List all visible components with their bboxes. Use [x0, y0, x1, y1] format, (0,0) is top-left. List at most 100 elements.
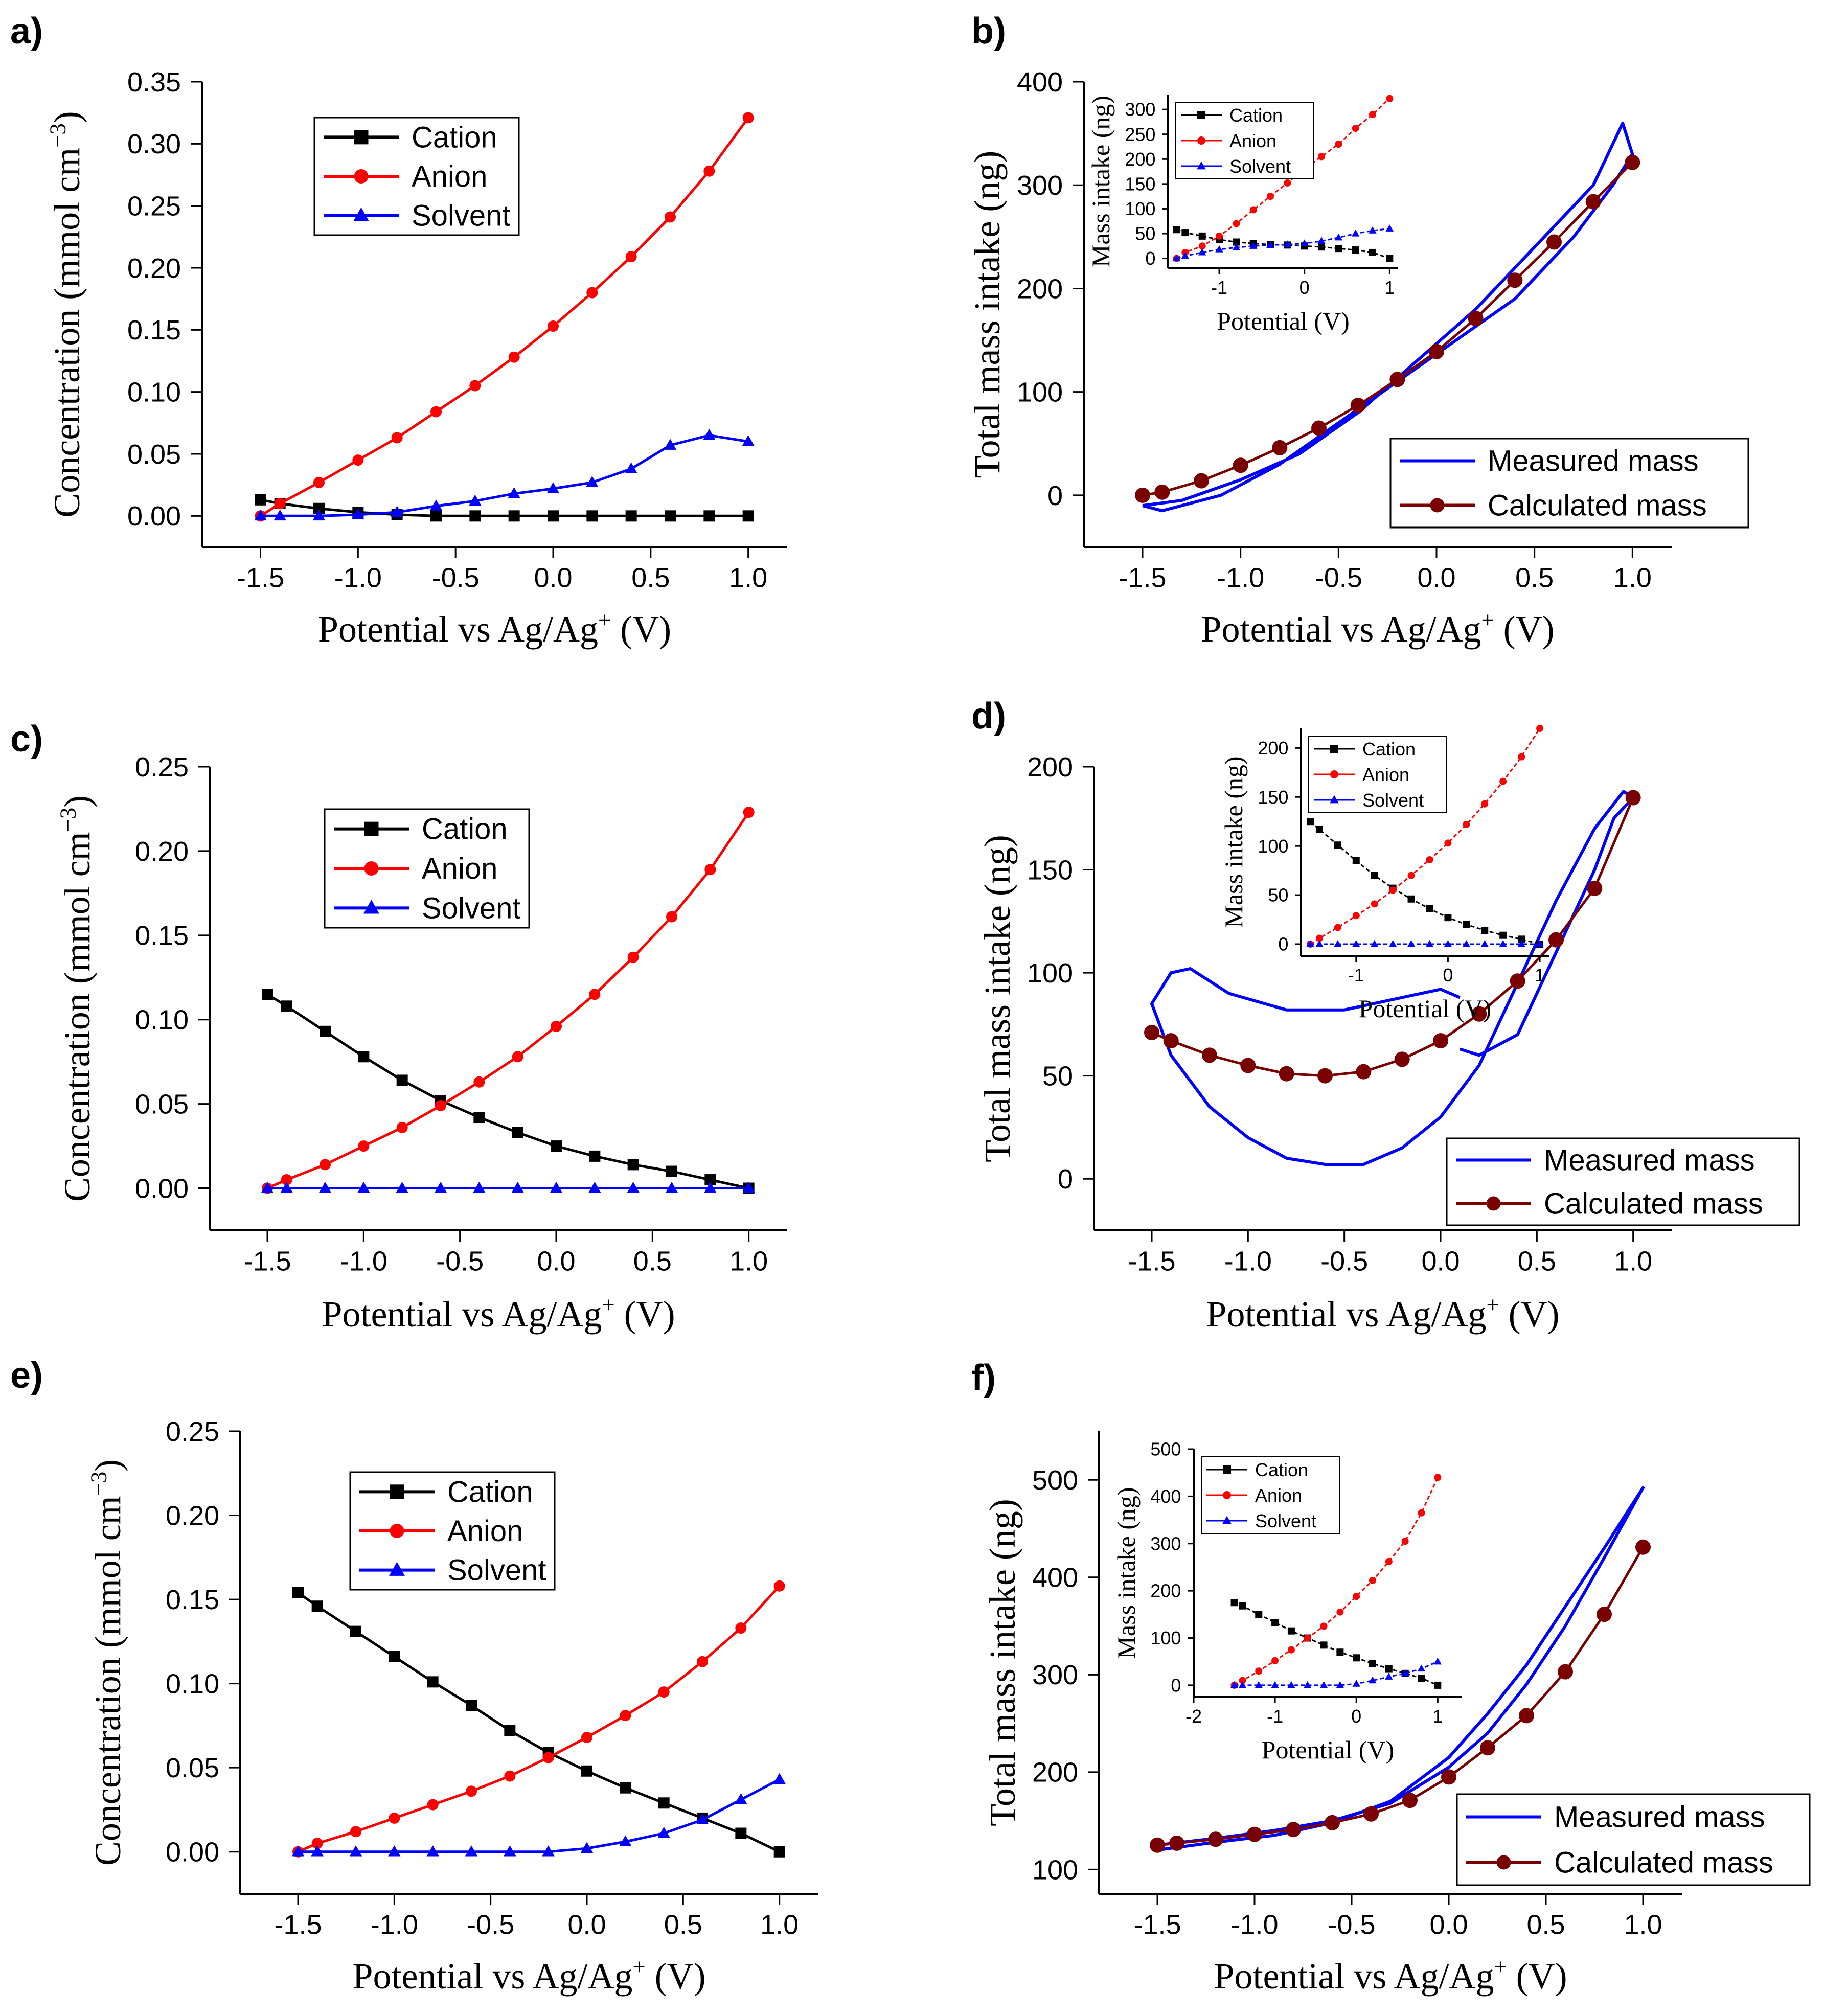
inset-legend-marker: [1197, 136, 1205, 145]
main-y-tick-label: 200: [1017, 273, 1063, 304]
inset-data-point: [1369, 110, 1376, 118]
legend-marker: [354, 130, 369, 145]
data-point: [550, 1181, 563, 1193]
inset-data-point: [1463, 820, 1470, 828]
main-y-tick-label: 0.20: [127, 253, 181, 284]
data-point: [581, 1765, 592, 1777]
data-point: [473, 1076, 485, 1088]
legend-marker: [390, 1524, 404, 1538]
legend-label: Solvent: [412, 199, 510, 233]
inset-data-point: [1284, 179, 1291, 187]
inset-x-axis-label: Potential (V): [1359, 994, 1492, 1023]
y-axis-label: Total mass intake (ng): [977, 835, 1018, 1162]
data-point: [1585, 194, 1601, 210]
data-point: [1356, 1064, 1372, 1080]
panel-letter: a): [10, 11, 43, 52]
inset-y-axis-label: Mass intake (ng): [1112, 1487, 1141, 1659]
data-point: [589, 989, 601, 1000]
data-point: [465, 1845, 478, 1857]
data-point: [658, 1797, 670, 1809]
inset-series-anion: [1230, 1474, 1442, 1689]
inset-data-point: [1352, 857, 1360, 864]
inset-data-point: [1271, 1657, 1279, 1664]
data-point: [742, 1181, 755, 1193]
data-point: [1519, 1708, 1534, 1724]
data-point: [666, 1165, 677, 1177]
data-point: [320, 1025, 331, 1037]
legend-label: Anion: [422, 852, 497, 885]
inset-data-point: [1215, 245, 1223, 253]
inset-legend-label: Cation: [1362, 739, 1416, 760]
series-cation: [255, 494, 754, 522]
data-point: [388, 1845, 401, 1857]
inset-legend-marker: [1330, 770, 1338, 778]
inset-data-point: [1369, 1576, 1376, 1584]
data-point: [1325, 1815, 1340, 1830]
chart-panel-e: e) -1.5 -1.0 -0.5 0.0 0.5 1.0 0.00 0.05 0.10 0.15 0…: [10, 1355, 818, 1997]
main-y-tick-label: 0.15: [166, 1585, 219, 1615]
main-y-tick-label: 400: [1017, 67, 1063, 98]
inset-x-tick-label: 1: [1535, 965, 1545, 986]
inset-y-tick-label: 200: [1258, 738, 1288, 759]
inset-chart: -1 0 1 0 50 100 150 200 250 300 Mass intake (ng) Po…: [1086, 95, 1398, 335]
inset-data-point: [1315, 940, 1324, 947]
inset-series-line: [1176, 227, 1390, 260]
legend-marker: [354, 169, 369, 184]
inset-data-point: [1407, 940, 1416, 947]
inset-data-point: [1335, 141, 1342, 148]
inset-data-point: [1334, 233, 1343, 241]
inset-data-point: [1255, 1611, 1263, 1618]
inset-data-point: [1517, 940, 1525, 947]
inset-x-tick-label: 1: [1384, 277, 1395, 298]
inset-data-point: [1444, 940, 1452, 947]
inset-series-solvent: [1306, 940, 1544, 947]
inset-data-point: [1230, 1681, 1239, 1688]
data-point: [389, 1812, 400, 1824]
inset-data-point: [1418, 1509, 1425, 1517]
main-x-tick-label: -0.5: [1328, 1910, 1375, 1940]
data-point: [473, 1181, 486, 1193]
inset-data-point: [1300, 239, 1309, 247]
inset-x-axis-label: Potential (V): [1217, 307, 1350, 335]
data-point: [508, 351, 520, 363]
inset-series-anion: [1306, 725, 1544, 948]
legend-label: Cation: [412, 121, 497, 154]
main-y-tick-label: 0.35: [127, 67, 181, 98]
data-point: [1194, 473, 1209, 489]
main-x-tick-label: -1.5: [1128, 1246, 1175, 1277]
main-y-tick-label: 400: [1032, 1563, 1078, 1593]
data-point: [627, 951, 639, 963]
main-y-tick-label: 0.10: [166, 1669, 219, 1700]
data-point: [350, 1826, 361, 1838]
inset-legend-label: Anion: [1362, 764, 1409, 785]
data-point: [1546, 234, 1562, 250]
data-point: [1625, 154, 1640, 170]
data-point: [735, 1622, 747, 1634]
legend: Cation Anion Solvent: [349, 1471, 556, 1591]
series-line: [1157, 1486, 1645, 1852]
data-point: [703, 428, 716, 440]
inset-data-point: [1233, 238, 1240, 246]
data-point: [262, 989, 273, 1000]
main-x-tick-label: 0.0: [1417, 563, 1455, 593]
data-point: [665, 510, 676, 522]
data-point: [504, 1770, 516, 1782]
data-point: [1635, 1539, 1651, 1555]
inset-data-point: [1198, 242, 1206, 250]
inset-data-point: [1536, 725, 1544, 732]
series-anion: [255, 112, 754, 522]
inset-y-tick-label: 250: [1125, 124, 1155, 145]
data-point: [350, 1625, 361, 1637]
inset-data-point: [1385, 224, 1394, 232]
data-point: [291, 1845, 305, 1857]
main-x-tick-label: -1.0: [1217, 563, 1264, 593]
inset-data-point: [1287, 1646, 1295, 1654]
legend-marker: [364, 861, 379, 876]
inset-data-point: [1352, 125, 1359, 132]
data-point: [320, 1159, 331, 1171]
legend-label: Anion: [447, 1515, 523, 1548]
data-point: [469, 380, 481, 392]
inset-data-point: [1352, 940, 1360, 947]
inset-legend-marker: [1197, 161, 1206, 170]
inset-y-tick-label: 150: [1258, 787, 1288, 808]
